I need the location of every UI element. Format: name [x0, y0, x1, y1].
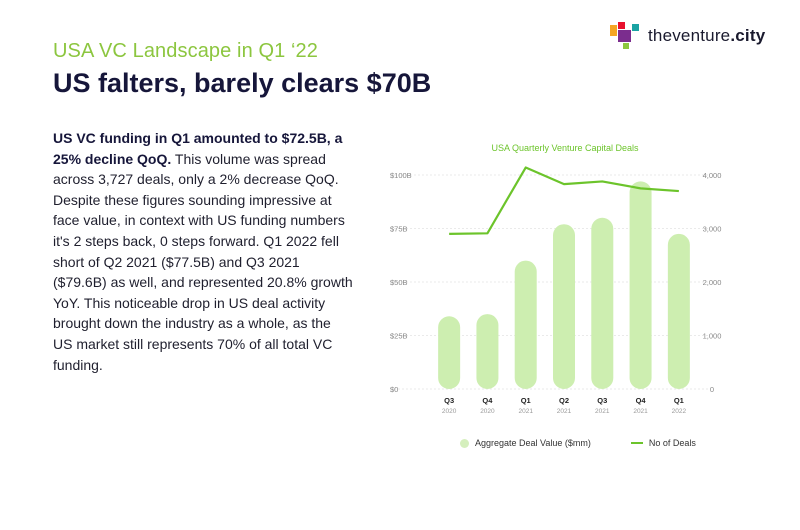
page-title: US falters, barely clears $70B — [53, 68, 432, 98]
legend-line-swatch — [630, 442, 643, 444]
x-axis-tick-label: Q1 — [521, 396, 531, 405]
left-axis-tick-label: $50B — [390, 278, 408, 287]
deals-line — [449, 166, 679, 235]
x-axis-tick-label: Q3 — [444, 396, 454, 405]
bar — [553, 224, 575, 389]
right-axis-tick-label: 2,000 — [703, 278, 722, 287]
body-bold-lead: US VC funding in Q1 amounted to $72.5B, … — [53, 130, 343, 167]
x-axis-year-label: 2022 — [672, 408, 687, 415]
logo-name-part1: theventure — [648, 26, 731, 45]
x-axis-year-label: 2021 — [595, 408, 610, 415]
chart-title: USA Quarterly Venture Capital Deals — [491, 143, 639, 153]
x-axis-tick-label: Q4 — [482, 396, 493, 405]
left-axis-tick-label: $75B — [390, 225, 408, 234]
body-text: This volume was spread across 3,727 deal… — [53, 150, 353, 373]
right-axis-tick-label: 4,000 — [703, 171, 722, 180]
logo-name-part2: .city — [730, 26, 766, 45]
bar — [667, 233, 690, 389]
legend-bar-swatch — [460, 438, 469, 448]
x-axis-year-label: 2021 — [518, 408, 533, 415]
bar — [629, 181, 652, 389]
bar — [514, 260, 537, 389]
x-axis-year-label: 2021 — [633, 408, 648, 415]
x-axis-tick-label: Q4 — [636, 396, 647, 405]
left-axis-tick-label: $0 — [390, 385, 398, 394]
left-axis-tick-label: $25B — [390, 332, 408, 341]
chart-legend: Aggregate Deal Value ($mm) No of Deals — [460, 438, 696, 448]
page-subtitle: USA VC Landscape in Q1 ‘22 — [53, 40, 318, 62]
x-axis-year-label: 2021 — [557, 408, 572, 415]
x-axis-year-label: 2020 — [442, 408, 457, 415]
bar — [591, 217, 614, 389]
x-axis-tick-label: Q2 — [559, 396, 569, 405]
left-axis-tick-label: $100B — [390, 171, 412, 180]
x-axis-year-label: 2020 — [480, 408, 495, 415]
venture-city-logo: theventure.city — [610, 22, 765, 50]
bar — [476, 314, 499, 389]
logo-wordmark: theventure.city — [648, 26, 765, 46]
right-axis-tick-label: 3,000 — [703, 225, 722, 234]
x-axis-tick-label: Q3 — [597, 396, 607, 405]
legend-line-label: No of Deals — [648, 438, 696, 448]
bar — [438, 316, 461, 389]
body-paragraph: US VC funding in Q1 amounted to $72.5B, … — [53, 128, 353, 375]
deals-chart: USA Quarterly Venture Capital Deals $0 $25… — [390, 143, 722, 415]
right-axis-tick-label: 1,000 — [703, 332, 722, 341]
x-axis-tick-label: Q1 — [674, 396, 684, 405]
legend-bar-label: Aggregate Deal Value ($mm) — [475, 438, 591, 448]
venture-city-logo-icon — [610, 22, 639, 49]
right-axis-tick-label: 0 — [710, 385, 714, 394]
